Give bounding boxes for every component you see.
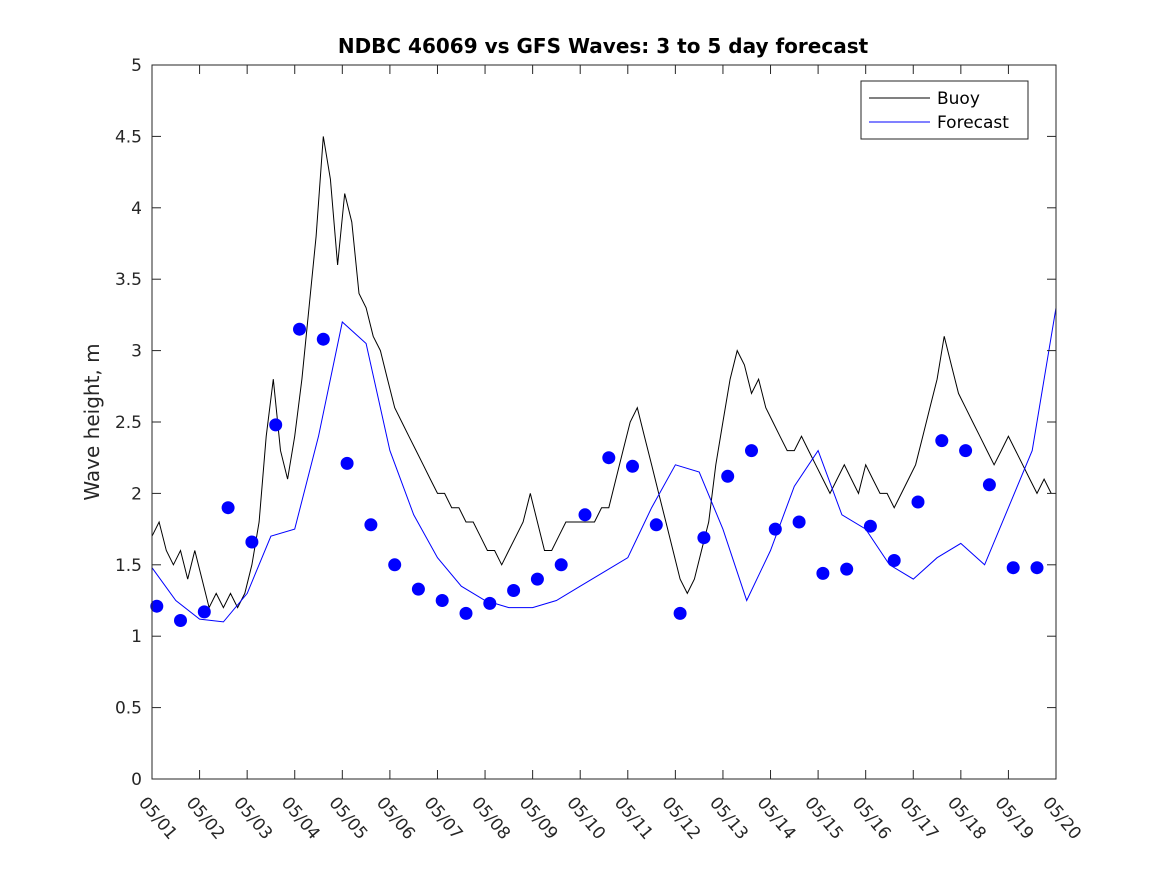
- forecast-point: [745, 444, 758, 458]
- forecast-point: [840, 562, 854, 576]
- forecast-point: [269, 418, 283, 432]
- y-tick-label: 2: [131, 484, 142, 504]
- forecast-point: [887, 554, 901, 567]
- legend: Buoy Forecast: [860, 80, 1029, 140]
- forecast-point: [340, 456, 354, 470]
- forecast-point: [150, 599, 164, 613]
- marker-layer: [150, 322, 1044, 627]
- x-tick-label: 05/11: [610, 793, 657, 843]
- forecast-point: [959, 444, 973, 458]
- x-tick-label: 05/18: [943, 793, 990, 843]
- forecast-point: [221, 501, 235, 515]
- forecast-point: [768, 522, 782, 536]
- forecast-point: [364, 518, 378, 532]
- forecast-point: [1030, 561, 1044, 575]
- x-tick-label: 05/14: [753, 793, 800, 843]
- series-line-buoy: [151, 136, 1052, 610]
- forecast-point: [1006, 561, 1020, 575]
- forecast-point: [554, 558, 568, 572]
- y-tick-label: 0.5: [115, 699, 142, 719]
- forecast-point: [982, 478, 996, 492]
- y-tick-label: 2.5: [115, 413, 142, 433]
- forecast-point: [293, 322, 306, 336]
- legend-box: [860, 80, 1029, 140]
- forecast-point: [197, 605, 211, 619]
- forecast-point: [530, 572, 544, 586]
- x-tick-label: 05/10: [562, 793, 609, 843]
- x-tick-label: 05/15: [800, 793, 847, 843]
- legend-label-forecast: Forecast: [937, 113, 1009, 133]
- x-tick-label: 05/01: [134, 793, 181, 843]
- plot-area: [152, 65, 1056, 779]
- forecast-point: [602, 451, 616, 465]
- forecast-point: [935, 434, 949, 448]
- y-tick-label: 4.5: [115, 127, 142, 147]
- x-tick-label: 05/19: [991, 793, 1038, 843]
- forecast-point: [792, 515, 806, 529]
- x-tick-label: 05/09: [515, 793, 562, 843]
- forecast-point: [911, 495, 925, 509]
- x-tick-label: 05/13: [705, 793, 752, 843]
- forecast-point: [507, 584, 521, 597]
- forecast-point: [174, 614, 187, 627]
- x-tick-label: 05/03: [229, 793, 276, 843]
- x-tick-label: 05/02: [182, 793, 229, 843]
- y-tick-label: 4: [131, 199, 142, 219]
- y-tick-label: 0: [131, 770, 142, 790]
- forecast-point: [411, 582, 425, 596]
- forecast-point: [816, 566, 830, 580]
- y-axis-label: Wave height, m: [80, 343, 104, 500]
- x-tick-label: 05/06: [372, 793, 419, 843]
- forecast-point: [388, 558, 402, 572]
- x-tick-label: 05/12: [658, 793, 705, 843]
- x-tick-label: 05/04: [277, 793, 324, 843]
- forecast-point: [673, 606, 687, 620]
- forecast-point: [863, 519, 877, 533]
- forecast-point: [316, 332, 330, 346]
- y-tick-label: 1.5: [115, 556, 142, 576]
- y-tick-label: 1: [131, 627, 142, 647]
- x-tick-label: 05/08: [467, 793, 514, 843]
- x-tick-label: 05/17: [895, 793, 942, 843]
- forecast-point: [626, 459, 639, 473]
- forecast-point: [483, 596, 497, 610]
- x-tick-label: 05/07: [420, 793, 467, 843]
- x-tick-label: 05/20: [1038, 793, 1085, 843]
- forecast-point: [578, 508, 592, 522]
- series-layer: [151, 136, 1057, 623]
- forecast-point: [435, 594, 449, 607]
- x-tick-label: 05/05: [324, 793, 371, 843]
- forecast-point: [697, 531, 711, 545]
- y-tick-label: 3: [131, 342, 142, 362]
- y-tick-label: 5: [131, 56, 142, 76]
- legend-label-buoy: Buoy: [937, 89, 980, 109]
- forecast-point: [649, 518, 663, 532]
- series-line-forecast: [151, 307, 1057, 623]
- y-axis: 0 0.5 1 1.5 2 2.5 3 3.5 4 4.5 5: [115, 56, 1056, 790]
- forecast-point: [245, 535, 259, 549]
- forecast-point: [459, 606, 473, 620]
- forecast-point: [721, 469, 735, 483]
- x-tick-label: 05/16: [848, 793, 895, 843]
- y-tick-label: 3.5: [115, 270, 142, 290]
- chart-title: NDBC 46069 vs GFS Waves: 3 to 5 day fore…: [338, 34, 869, 58]
